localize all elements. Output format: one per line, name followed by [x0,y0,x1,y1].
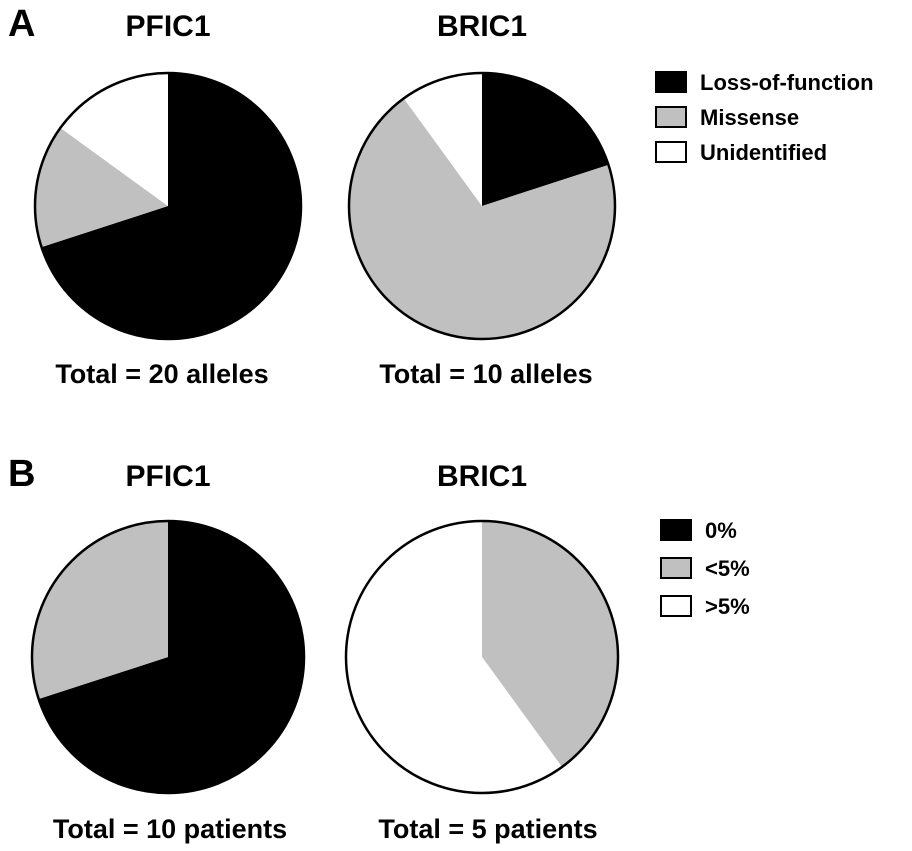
legend-swatch-under-5-percent [660,557,692,579]
pie-title-pfic1-a: PFIC1 [125,10,210,43]
pie-slice-loss-of-function [41,73,301,339]
legend-label-unidentified: Unidentified [700,140,827,165]
legend-swatch-missense [655,106,687,128]
total-label-bric1-alleles: Total = 10 alleles [379,359,592,389]
panel-label-a: A [8,3,35,45]
pie-outline [33,71,303,341]
legend-swatch-over-5-percent [660,595,692,617]
pie-title-pfic1-b: PFIC1 [125,460,210,493]
pie-pfic1-alleles [33,71,303,341]
legend-label-0-percent: 0% [705,518,737,543]
pie-slice-0-percent [38,521,305,793]
pie-slice-over-5-percent [345,521,562,793]
pie-bric1-alleles [347,71,617,341]
legend-a: Loss-of-function Missense Unidentified [655,70,874,165]
pie-title-bric1-b: BRIC1 [437,460,527,493]
pie-slice-unidentified [403,73,482,206]
total-label-pfic1-patients: Total = 10 patients [53,814,287,844]
pie-pfic1-patients [30,519,306,795]
pie-outline [347,71,617,341]
pie-slice-missense [349,98,616,339]
legend-label-over-5-percent: >5% [705,594,750,619]
pie-slice-under-5-percent [31,521,169,700]
pie-title-bric1-a: BRIC1 [437,10,527,43]
total-label-pfic1-alleles: Total = 20 alleles [55,359,268,389]
total-label-bric1-patients: Total = 5 patients [378,814,597,844]
pie-outline [30,519,306,795]
legend-b: 0% <5% >5% [660,518,750,619]
legend-label-loss-of-function: Loss-of-function [700,70,874,95]
pie-bric1-patients [344,519,620,795]
pie-slice-under-5-percent [482,521,618,768]
legend-swatch-unidentified [655,141,687,163]
legend-label-missense: Missense [700,105,799,130]
legend-label-under-5-percent: <5% [705,556,750,581]
panel-label-b: B [8,453,35,495]
pie-slice-loss-of-function [482,73,609,206]
legend-swatch-0-percent [660,519,692,541]
legend-swatch-loss-of-function [655,71,687,93]
pie-outline [344,519,620,795]
pie-slice-unidentified [60,73,168,206]
pie-slice-missense [35,127,169,248]
